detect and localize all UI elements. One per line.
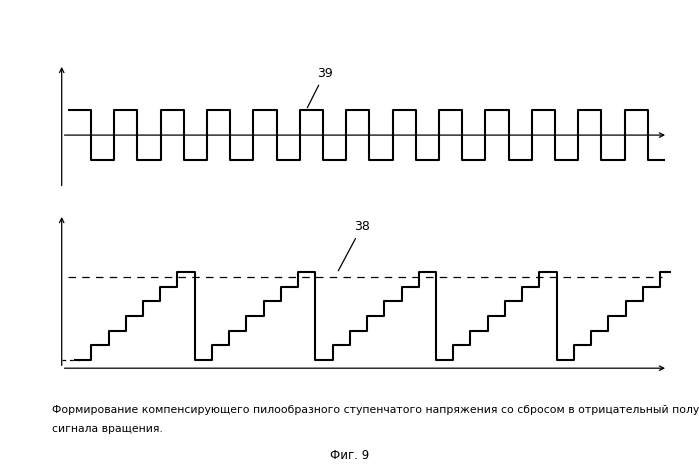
Text: 38: 38 (338, 220, 370, 271)
Text: Формирование компенсирующего пилообразного ступенчатого напряжения со сбросом в : Формирование компенсирующего пилообразно… (52, 405, 699, 415)
Text: Фиг. 9: Фиг. 9 (330, 449, 369, 462)
Text: 39: 39 (308, 67, 333, 108)
Text: сигнала вращения.: сигнала вращения. (52, 424, 164, 434)
